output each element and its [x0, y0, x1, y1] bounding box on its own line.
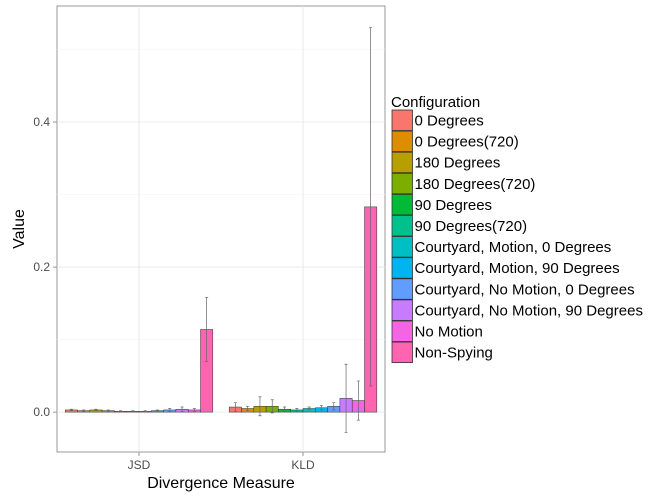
legend-label: Courtyard, Motion, 0 Degrees	[415, 239, 612, 256]
legend-label: Non-Spying	[415, 345, 493, 362]
error-bar	[332, 402, 336, 411]
legend-key	[391, 151, 413, 174]
error-bar	[131, 410, 135, 413]
legend-label: Courtyard, Motion, 90 Degrees	[415, 260, 620, 277]
y-axis-label: Value	[11, 209, 28, 249]
legend-label: 90 Degrees(720)	[415, 218, 528, 235]
error-bar	[246, 405, 250, 412]
legend-label: Courtyard, No Motion, 90 Degrees	[415, 302, 643, 319]
error-bar	[307, 406, 311, 411]
error-bar	[192, 408, 196, 412]
error-bar	[283, 406, 287, 412]
legend-key	[391, 341, 413, 364]
legend-label: 180 Degrees	[415, 155, 501, 172]
error-bar	[143, 410, 147, 413]
error-bar	[369, 27, 373, 387]
y-axis-ticks: 0.0 0.2 0.4	[33, 115, 57, 419]
x-tick-label: JSD	[128, 458, 151, 472]
error-bar	[319, 405, 323, 411]
legend-label: No Motion	[415, 324, 483, 341]
legend-key	[391, 109, 413, 131]
y-tick-label: 0.0	[33, 405, 50, 419]
error-bar	[119, 410, 123, 413]
error-bar	[270, 399, 274, 414]
plot-panel	[56, 5, 386, 453]
legend-label: 0 Degrees(720)	[415, 134, 519, 151]
x-tick-label: KLD	[291, 458, 315, 472]
legend-key	[391, 299, 413, 321]
x-axis-label: Divergence Measure	[147, 475, 295, 492]
error-bars	[69, 27, 373, 433]
error-bar	[344, 363, 348, 433]
error-bar	[168, 408, 172, 412]
legend-key	[391, 193, 413, 216]
legend-key	[391, 236, 413, 258]
legend-label: Courtyard, No Motion, 0 Degrees	[415, 281, 635, 298]
error-bar	[295, 408, 299, 412]
error-bar	[82, 409, 86, 412]
legend-label: 90 Degrees	[415, 197, 493, 214]
legend-key	[391, 257, 413, 279]
error-bar	[69, 408, 73, 412]
error-bar	[155, 409, 159, 412]
legend-key	[391, 130, 413, 153]
legend-key	[391, 320, 413, 342]
legend-key	[391, 278, 413, 300]
error-bar	[106, 409, 110, 412]
error-bar	[233, 402, 237, 412]
legend-label: 0 Degrees	[415, 113, 484, 130]
legend-key	[391, 215, 413, 237]
error-bar	[205, 297, 209, 362]
y-tick-label: 0.2	[33, 260, 50, 274]
legend: 0 Degrees 0 Degrees(720) 180 Degrees 180 De…	[391, 109, 643, 364]
error-bar	[356, 380, 360, 421]
legend-title: Configuration	[391, 94, 480, 111]
error-bar	[258, 396, 262, 417]
y-tick-label: 0.4	[33, 115, 50, 129]
legend-label: 180 Degrees(720)	[415, 176, 536, 193]
error-bar	[180, 406, 184, 412]
legend-key	[391, 172, 413, 195]
error-bar	[94, 408, 98, 412]
x-axis-ticks: JSD KLD	[128, 452, 315, 472]
